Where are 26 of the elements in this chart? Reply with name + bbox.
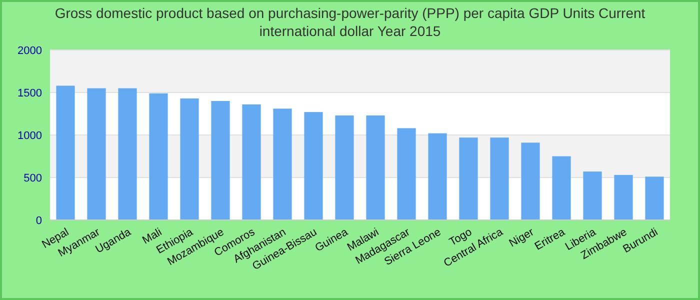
bar bbox=[459, 138, 478, 220]
bar bbox=[366, 115, 385, 220]
bar bbox=[335, 115, 354, 220]
bar bbox=[583, 172, 602, 220]
bar bbox=[149, 93, 168, 220]
bar bbox=[242, 104, 261, 220]
bar bbox=[614, 174, 633, 220]
bar bbox=[552, 156, 571, 220]
bar bbox=[521, 142, 540, 220]
y-tick-label: 2000 bbox=[18, 44, 42, 57]
bar bbox=[87, 88, 106, 220]
bar bbox=[180, 98, 199, 220]
bar bbox=[273, 108, 292, 220]
bar bbox=[304, 112, 323, 220]
bar bbox=[645, 176, 664, 220]
y-tick-label: 0 bbox=[36, 214, 42, 227]
bar bbox=[397, 128, 416, 220]
y-tick-label: 500 bbox=[24, 172, 42, 184]
bar bbox=[211, 101, 230, 220]
bar bbox=[428, 133, 447, 220]
y-tick-label: 1000 bbox=[18, 130, 42, 142]
y-tick-label: 1500 bbox=[18, 87, 42, 100]
bar bbox=[118, 88, 137, 220]
chart-title: Gross domestic product based on purchasing-power-parity (PPP) per capita GDP Units Current international dollar Year 2015 bbox=[54, 5, 646, 39]
bar bbox=[490, 138, 509, 220]
bar bbox=[56, 86, 75, 220]
